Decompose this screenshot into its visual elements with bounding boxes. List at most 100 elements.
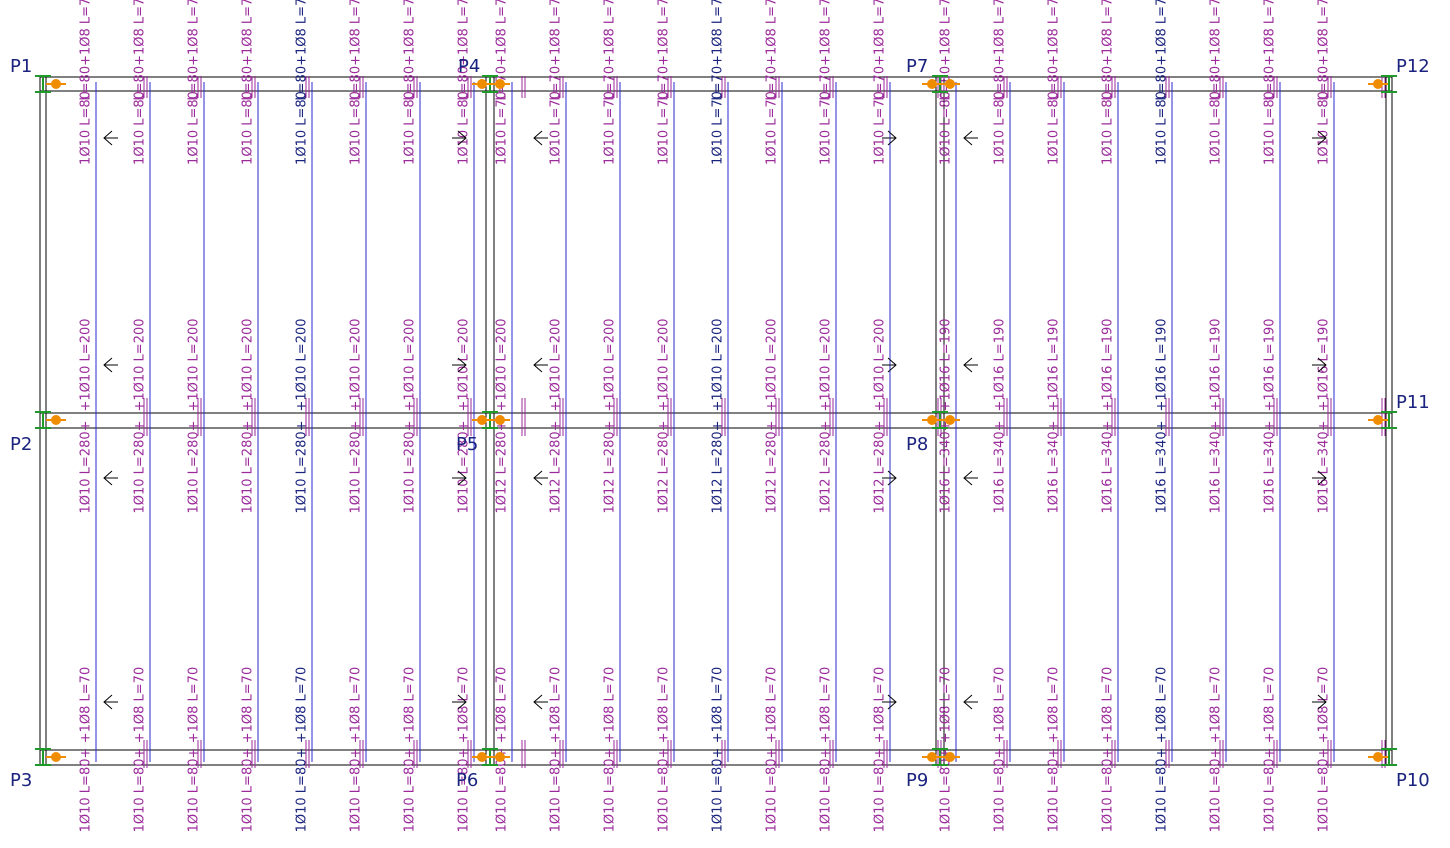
- rebar-label: 1Ø16 L=340+: [1263, 420, 1278, 513]
- rebar-label: L=80+1Ø8 L=70: [1263, 0, 1278, 101]
- direction-arrow-icon: [1312, 470, 1327, 486]
- rebar-label: L=70+1Ø8 L=70: [711, 0, 726, 101]
- node-point-icon: [945, 415, 955, 425]
- rebar-label: 1Ø10 L=80: [993, 91, 1008, 165]
- direction-arrow-icon: [452, 694, 467, 710]
- rebar-label: +1Ø10 L=200: [549, 318, 564, 411]
- node-point-icon: [477, 752, 487, 762]
- rebar-label: +1Ø8 L=70: [295, 667, 310, 743]
- rebar-label: +1Ø8 L=70: [1209, 667, 1224, 743]
- rebar-label: 1Ø10 L=80: [241, 91, 256, 165]
- node-point-icon: [945, 79, 955, 89]
- rebar-label: +1Ø10 L=200: [657, 318, 672, 411]
- direction-arrow-icon: [1312, 130, 1327, 146]
- rebar-label: +1Ø8 L=70: [495, 667, 510, 743]
- node-point-icon: [927, 79, 937, 89]
- point-label-p4: P4: [458, 56, 480, 77]
- rebar-label: L=80+1Ø8 L=70: [993, 0, 1008, 101]
- rebar-label: 1Ø10 L=280+: [457, 420, 472, 513]
- rebar-label: +1Ø10 L=200: [711, 318, 726, 411]
- rebar-label: 1Ø10 L=70: [657, 91, 672, 165]
- rebar-label: +1Ø10 L=200: [349, 318, 364, 411]
- rebar-label: L=80+1Ø8 L=70: [457, 0, 472, 101]
- rebar-label: +1Ø16 L=190: [1263, 318, 1278, 411]
- rebar-label: L=80+1Ø8 L=70: [1155, 0, 1170, 101]
- rebar-label: +1Ø8 L=70: [1101, 667, 1116, 743]
- direction-arrow-icon: [103, 470, 118, 486]
- rebar-label: 1Ø10 L=80+: [603, 748, 618, 833]
- rebar-label: 1Ø10 L=70: [549, 91, 564, 165]
- node-point-icon: [51, 415, 61, 425]
- rebar-label: +1Ø8 L=70: [1263, 667, 1278, 743]
- point-label-p6: P6: [456, 770, 478, 791]
- node-point-icon: [1373, 752, 1383, 762]
- rebar-label: 1Ø10 L=80: [79, 91, 94, 165]
- rebar-label: +1Ø16 L=190: [1209, 318, 1224, 411]
- rebar-label: L=80+1Ø8 L=70: [403, 0, 418, 101]
- rebar-label: 1Ø10 L=280+: [133, 420, 148, 513]
- rebar-label: 1Ø10 L=70: [873, 91, 888, 165]
- rebar-label: 1Ø12 L=280+: [711, 420, 726, 513]
- rebar-label: +1Ø16 L=190: [993, 318, 1008, 411]
- direction-arrow-icon: [1312, 357, 1327, 373]
- rebar-label: 1Ø16 L=340+: [1317, 420, 1332, 513]
- direction-arrow-icon: [533, 357, 548, 373]
- rebar-label: 1Ø10 L=280+: [79, 420, 94, 513]
- direction-arrow-icon: [882, 694, 897, 710]
- rebar-label: +1Ø8 L=70: [1155, 667, 1170, 743]
- rebar-label: 1Ø10 L=80: [1101, 91, 1116, 165]
- direction-arrow-icon: [103, 130, 118, 146]
- rebar-label: +1Ø8 L=70: [819, 667, 834, 743]
- rebar-label: +1Ø10 L=200: [187, 318, 202, 411]
- direction-arrow-icon: [882, 357, 897, 373]
- rebar-label: L=70+1Ø8 L=70: [873, 0, 888, 101]
- rebar-label: 1Ø10 L=80+: [657, 748, 672, 833]
- rebar-label: 1Ø10 L=80+: [495, 748, 510, 833]
- direction-arrow-icon: [533, 130, 548, 146]
- rebar-label: 1Ø10 L=70: [495, 91, 510, 165]
- node-point-icon: [495, 79, 505, 89]
- rebar-label: +1Ø8 L=70: [939, 667, 954, 743]
- rebar-label: +1Ø16 L=190: [1155, 318, 1170, 411]
- node-point-icon: [495, 752, 505, 762]
- rebar-label: 1Ø10 L=80+: [1317, 748, 1332, 833]
- rebar-label: 1Ø10 L=80: [457, 91, 472, 165]
- rebar-label: 1Ø10 L=280+: [241, 420, 256, 513]
- rebar-label: L=80+1Ø8 L=70: [1317, 0, 1332, 101]
- rebar-label: 1Ø10 L=80: [133, 91, 148, 165]
- rebar-label: L=80+1Ø8 L=70: [1209, 0, 1224, 101]
- rebar-label: +1Ø10 L=200: [295, 318, 310, 411]
- point-label-p3: P3: [10, 770, 32, 791]
- node-point-icon: [945, 752, 955, 762]
- rebar-label: 1Ø10 L=70: [765, 91, 780, 165]
- rebar-label: 1Ø16 L=340+: [1101, 420, 1116, 513]
- rebar-label: 1Ø10 L=80: [939, 91, 954, 165]
- rebar-label: 1Ø12 L=280+: [765, 420, 780, 513]
- direction-arrow-icon: [963, 357, 978, 373]
- rebar-label: 1Ø16 L=340+: [1047, 420, 1062, 513]
- rebar-label: 1Ø12 L=280+: [549, 420, 564, 513]
- node-point-icon: [51, 752, 61, 762]
- direction-arrow-icon: [882, 470, 897, 486]
- point-label-p7: P7: [906, 56, 928, 77]
- rebar-label: +1Ø16 L=190: [939, 318, 954, 411]
- rebar-label: L=70+1Ø8 L=70: [549, 0, 564, 101]
- rebar-label: 1Ø10 L=280+: [349, 420, 364, 513]
- rebar-label: L=80+1Ø8 L=70: [1101, 0, 1116, 101]
- rebar-label: 1Ø10 L=70: [819, 91, 834, 165]
- rebar-label: 1Ø10 L=80+: [549, 748, 564, 833]
- node-point-icon: [477, 415, 487, 425]
- rebar-label: L=80+1Ø8 L=70: [349, 0, 364, 101]
- rebar-label: +1Ø10 L=200: [241, 318, 256, 411]
- rebar-label: 1Ø10 L=80+: [819, 748, 834, 833]
- rebar-label: +1Ø8 L=70: [603, 667, 618, 743]
- rebar-label: 1Ø12 L=280+: [657, 420, 672, 513]
- rebar-label: 1Ø10 L=80: [1317, 91, 1332, 165]
- point-label-p8: P8: [906, 434, 928, 455]
- rebar-label: +1Ø10 L=200: [603, 318, 618, 411]
- rebar-label: 1Ø10 L=280+: [403, 420, 418, 513]
- direction-arrow-icon: [452, 357, 467, 373]
- rebar-label: +1Ø16 L=190: [1101, 318, 1116, 411]
- direction-arrow-icon: [963, 694, 978, 710]
- node-point-icon: [51, 79, 61, 89]
